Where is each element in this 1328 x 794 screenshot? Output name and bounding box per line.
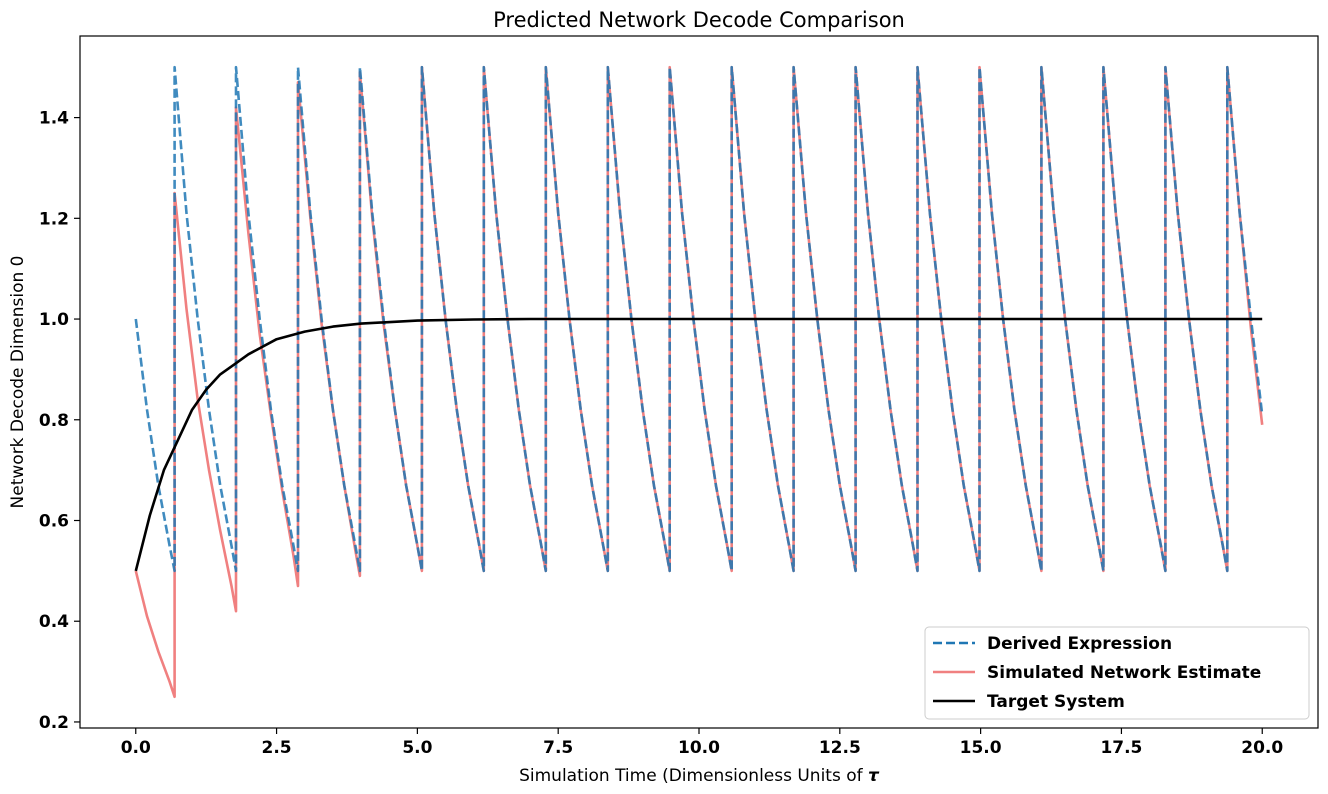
x-axis-label-symbol: τ: [868, 766, 880, 786]
legend: Derived Expression Simulated Network Esti…: [924, 626, 1310, 720]
y-tick-label: 0.4: [39, 612, 69, 632]
chart-title: Predicted Network Decode Comparison: [493, 8, 905, 32]
x-axis-label-text: Simulation Time (Dimensionless Units of: [519, 766, 868, 786]
y-tick-label: 1.2: [39, 209, 69, 229]
x-tick-label: 15.0: [960, 738, 1002, 758]
series-line-simulated-network-estimate: [134, 65, 1264, 699]
x-tick-label: 12.5: [819, 738, 861, 758]
x-tick-label: 2.5: [262, 738, 292, 758]
y-tick-label: 1.4: [39, 109, 69, 129]
y-tick-label: 0.8: [39, 411, 69, 431]
y-tick-label: 0.6: [39, 512, 69, 532]
x-axis-label: Simulation Time (Dimensionless Units of …: [519, 766, 880, 786]
legend-label: Simulated Network Estimate: [987, 663, 1261, 683]
series-line-target-system: [134, 317, 1263, 572]
y-tick-label: 0.2: [39, 713, 69, 733]
x-tick-label: 7.5: [543, 738, 573, 758]
legend-label: Derived Expression: [987, 634, 1172, 654]
y-tick-label: 1.0: [39, 310, 69, 330]
x-tick-label: 10.0: [678, 738, 720, 758]
series-line-derived-expression: [134, 65, 1264, 573]
legend-label: Target System: [987, 692, 1125, 712]
x-tick-label: 17.5: [1100, 738, 1142, 758]
plot-area: [134, 65, 1264, 699]
x-tick-label: 20.0: [1241, 738, 1283, 758]
legend-box: [924, 626, 1310, 720]
y-axis-label: Network Decode Dimension 0: [8, 256, 28, 509]
y-axis: 0.2 0.4 0.6 0.8 1.0 1.2 1.4: [39, 109, 80, 733]
x-axis: 0.0 2.5 5.0 7.5 10.0 12.5 15.0 17.5 20.0: [121, 728, 1283, 758]
x-tick-label: 5.0: [402, 738, 432, 758]
x-tick-label: 0.0: [121, 738, 151, 758]
